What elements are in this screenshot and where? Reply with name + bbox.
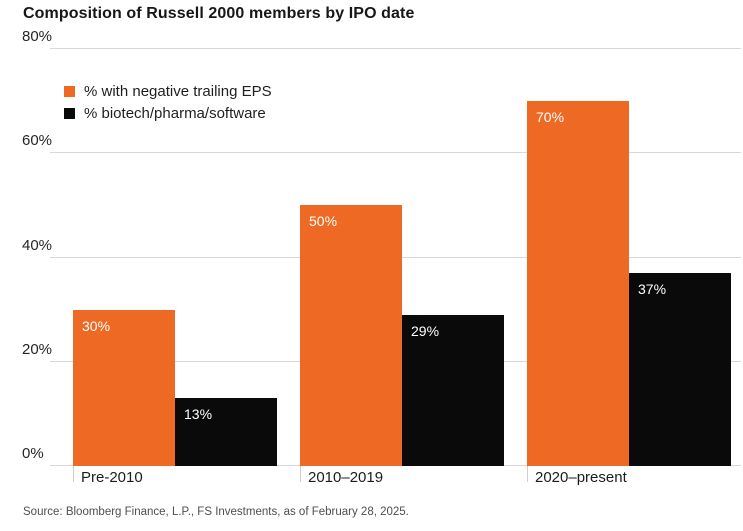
bar-negative-eps: 70%	[527, 101, 629, 466]
legend-swatch-black-icon	[64, 107, 75, 119]
y-axis-tick-label: 80%	[22, 28, 53, 45]
y-gridline	[50, 48, 741, 49]
bar-value-label: 13%	[184, 406, 213, 423]
chart-title: Composition of Russell 2000 members by I…	[23, 5, 415, 22]
x-axis-category-label: Pre-2010	[81, 469, 143, 486]
x-axis-category-label: 2010–2019	[308, 469, 384, 486]
legend-label-biotech: % biotech/pharma/software	[84, 104, 266, 122]
x-axis-tick	[300, 466, 301, 482]
y-axis-tick-label: 40%	[22, 236, 53, 254]
y-gridline	[50, 152, 741, 154]
legend-swatch-orange-icon	[64, 85, 75, 97]
legend-item-negative-eps: % with negative trailing EPS	[64, 80, 272, 102]
legend-item-biotech: % biotech/pharma/software	[64, 102, 272, 124]
bar-biotech-pharma-software: 29%	[402, 314, 504, 466]
bar-value-label: 70%	[536, 109, 565, 126]
legend-label-negative-eps: % with negative trailing EPS	[84, 82, 272, 100]
x-axis-category-label: 2020–present	[535, 469, 627, 486]
y-axis-tick-label: 0%	[22, 445, 44, 462]
x-axis-tick	[527, 466, 528, 482]
bar-value-label: 29%	[411, 322, 440, 339]
chart-legend: % with negative trailing EPS % biotech/p…	[64, 80, 272, 124]
source-note: Source: Bloomberg Finance, L.P., FS Inve…	[23, 506, 409, 518]
bar-value-label: 30%	[82, 317, 111, 334]
x-axis-tick	[73, 466, 74, 482]
bar-biotech-pharma-software: 37%	[629, 273, 731, 466]
bar-negative-eps: 30%	[73, 309, 175, 466]
bar-negative-eps: 50%	[300, 205, 402, 466]
y-axis-tick-label: 20%	[22, 340, 53, 358]
y-axis-tick-label: 60%	[22, 132, 53, 150]
bar-value-label: 50%	[309, 213, 338, 230]
bar-value-label: 37%	[638, 281, 667, 298]
bar-biotech-pharma-software: 13%	[175, 398, 277, 466]
